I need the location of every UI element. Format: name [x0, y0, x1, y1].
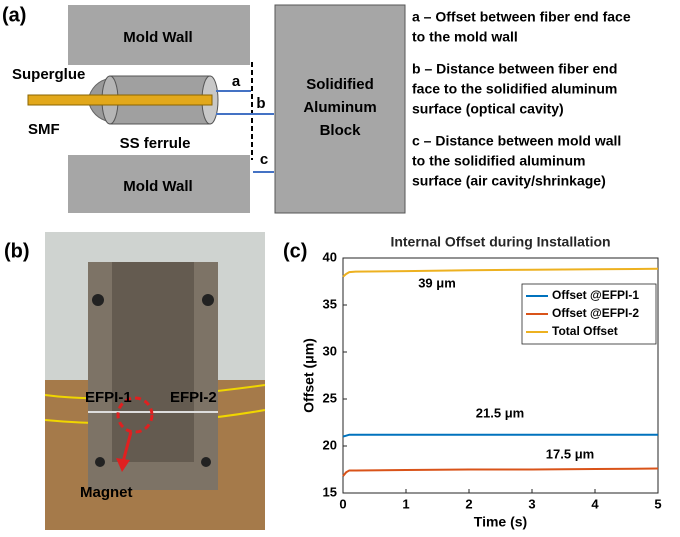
- x-tick-label: 4: [591, 496, 599, 511]
- hole: [201, 457, 211, 467]
- efpi-label: EFPI-1: [85, 389, 132, 406]
- panel-label: (b): [4, 240, 30, 262]
- series-line: [342, 433, 658, 438]
- fiber: [27, 94, 213, 106]
- x-tick-label: 3: [528, 496, 535, 511]
- superglue-label: Superglue: [12, 66, 85, 83]
- ferrule-label: SS ferrule: [120, 135, 191, 152]
- hole: [95, 457, 105, 467]
- note: to the solidified aluminum: [412, 153, 585, 169]
- y-tick-label: 40: [323, 249, 337, 264]
- y-tick-label: 25: [323, 390, 337, 405]
- panel-label: (a): [2, 4, 26, 26]
- chart-title: Internal Offset during Installation: [390, 234, 610, 250]
- y-tick-label: 20: [323, 437, 337, 452]
- note: to the mold wall: [412, 29, 518, 45]
- mold-wall: [68, 155, 250, 213]
- x-tick-label: 2: [465, 496, 472, 511]
- annotation: 21.5 μm: [476, 405, 524, 420]
- hole: [92, 294, 104, 306]
- annotation: 17.5 μm: [546, 446, 594, 461]
- b-label: b: [256, 95, 265, 112]
- block-label: Aluminum: [303, 99, 376, 116]
- series-line: [342, 267, 659, 278]
- magnet-circle: [116, 396, 154, 434]
- note: b – Distance between fiber end: [412, 61, 617, 77]
- legend-entry: Total Offset: [552, 324, 618, 338]
- x-axis-label: Time (s): [474, 514, 527, 530]
- hole: [202, 294, 214, 306]
- series-line: [342, 467, 659, 477]
- y-axis-label: Offset (μm): [301, 338, 317, 413]
- x-tick-label: 1: [402, 496, 409, 511]
- magnet-label: Magnet: [80, 484, 133, 501]
- legend-entry: Offset @EFPI-1: [552, 288, 639, 302]
- note: c – Distance between mold wall: [412, 133, 621, 149]
- chart: Internal Offset during Installation Time …: [301, 234, 662, 530]
- annotation: 39 μm: [418, 275, 456, 290]
- note: a – Offset between fiber end face: [412, 9, 631, 25]
- arrowhead: [116, 458, 130, 472]
- block-label: Solidified: [306, 76, 374, 93]
- efpi-label: EFPI-2: [170, 389, 217, 406]
- note: surface (air cavity/shrinkage): [412, 173, 606, 189]
- y-tick-label: 35: [323, 296, 337, 311]
- note: surface (optical cavity): [412, 101, 564, 117]
- notes: a – Offset between fiber end face to the …: [412, 9, 631, 189]
- arrow: [121, 431, 133, 463]
- mold-wall-label: Mold Wall: [123, 178, 192, 195]
- aluminum-block: [274, 4, 406, 214]
- block-label: Block: [320, 122, 362, 139]
- panel-label: (c): [283, 240, 307, 262]
- note: face to the solidified aluminum: [412, 81, 617, 97]
- x-tick-label: 0: [339, 496, 346, 511]
- c-label: c: [260, 151, 268, 168]
- y-tick-label: 30: [323, 343, 337, 358]
- y-tick-label: 15: [323, 484, 337, 499]
- a-label: a: [232, 73, 241, 90]
- legend-entry: Offset @EFPI-2: [552, 306, 639, 320]
- mold-wall: [68, 5, 250, 65]
- smf-label: SMF: [28, 121, 60, 138]
- x-tick-label: 5: [654, 496, 661, 511]
- channel: [112, 262, 194, 462]
- mold-wall-label: Mold Wall: [123, 29, 192, 46]
